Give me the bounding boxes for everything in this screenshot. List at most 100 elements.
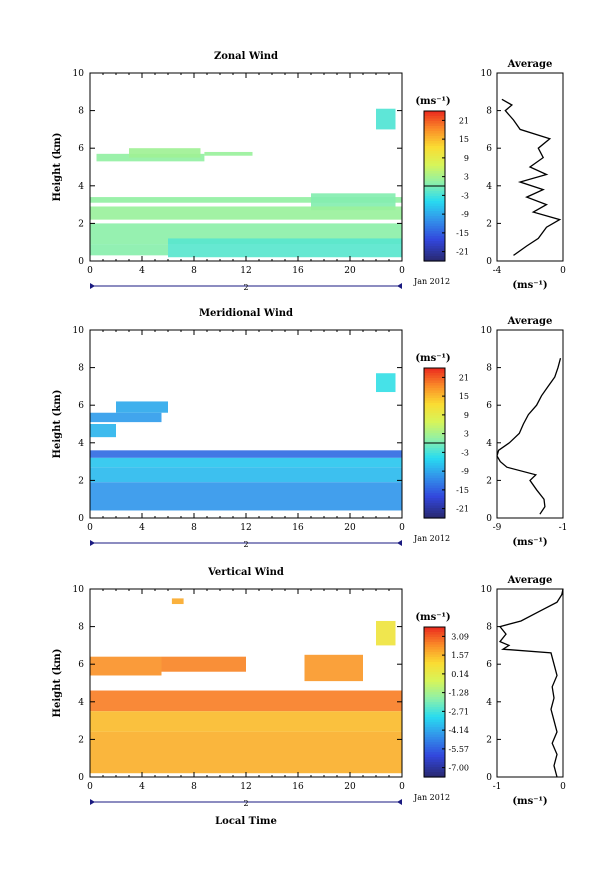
colorbar-segment (424, 438, 445, 442)
colorbar-segment (424, 659, 445, 663)
colorbar-segment (424, 380, 445, 384)
colorbar-segment (424, 754, 445, 758)
colorbar-segment (424, 505, 445, 509)
colorbar-segment (424, 483, 445, 487)
colorbar-segment (424, 458, 445, 462)
colorbar-segment (424, 156, 445, 160)
colorbar-segment (424, 450, 445, 454)
colorbar-segment (424, 403, 445, 407)
colorbar-segment (424, 166, 445, 170)
colorbar-tick-label: 21 (459, 373, 469, 382)
colorbar-segment (424, 508, 445, 512)
colorbar-segment (424, 388, 445, 392)
heatmap-region (90, 457, 402, 468)
colorbar-segment (424, 148, 445, 152)
day-label: 2 (243, 540, 248, 549)
day-arrow-right (397, 283, 402, 289)
average-y-tick-label: 4 (486, 439, 492, 449)
colorbar-segment (424, 772, 445, 776)
average-profile-line (496, 358, 562, 515)
day-arrow-left (90, 540, 95, 546)
colorbar-segment (424, 161, 445, 165)
colorbar-segment (424, 692, 445, 696)
colorbar-tick-label: 1.57 (451, 651, 469, 660)
colorbar-segment (424, 639, 445, 643)
colorbar-segment (424, 774, 445, 778)
colorbar-segment (424, 183, 445, 187)
colorbar-tick-label: -3 (461, 191, 469, 200)
heatmap-region (376, 373, 396, 393)
colorbar-segment (424, 460, 445, 464)
x-tick-label: 12 (240, 782, 251, 792)
colorbar-segment (424, 390, 445, 394)
y-tick-label: 2 (78, 219, 84, 229)
colorbar-unit: (ms⁻¹) (415, 96, 450, 107)
colorbar-segment (424, 455, 445, 459)
colorbar-segment (424, 752, 445, 756)
average-y-tick-label: 4 (486, 698, 492, 708)
colorbar-segment (424, 644, 445, 648)
average-y-tick-label: 2 (486, 219, 492, 229)
colorbar-segment (424, 136, 445, 140)
average-y-tick-label: 4 (486, 182, 492, 192)
average-x-tick-label: -4 (493, 266, 502, 276)
colorbar-segment (424, 513, 445, 517)
colorbar-segment (424, 490, 445, 494)
colorbar-frame (423, 626, 446, 778)
colorbar-tick-label: -9 (461, 467, 469, 476)
colorbar-segment (424, 679, 445, 683)
colorbar-tick-label: 3.09 (451, 632, 469, 641)
colorbar-segment (424, 689, 445, 693)
colorbar-segment (424, 463, 445, 467)
colorbar-segment (424, 196, 445, 200)
average-x-label: (ms⁻¹) (512, 796, 547, 807)
colorbar-segment (424, 503, 445, 507)
colorbar-segment (424, 729, 445, 733)
colorbar-segment (424, 158, 445, 162)
heatmap-region (161, 656, 246, 672)
colorbar-segment (424, 667, 445, 671)
y-tick-label: 8 (78, 364, 84, 374)
heatmap-region (376, 108, 396, 130)
y-tick-label: 0 (78, 257, 84, 267)
average-y-tick-label: 0 (486, 514, 492, 524)
colorbar-segment (424, 368, 445, 372)
colorbar-segment (424, 138, 445, 142)
colorbar-segment (424, 226, 445, 230)
colorbar-segment (424, 203, 445, 207)
colorbar-tick-label: -7.00 (448, 764, 469, 773)
average-y-tick-label: 10 (481, 326, 493, 336)
panel-title: Zonal Wind (214, 51, 278, 62)
colorbar-segment (424, 188, 445, 192)
colorbar-tick-label: 3 (464, 430, 469, 439)
colorbar-segment (424, 470, 445, 474)
colorbar-segment (424, 727, 445, 731)
x-tick-label: 0 (87, 782, 93, 792)
colorbar-segment (424, 373, 445, 377)
heatmap-region (90, 197, 402, 203)
colorbar-segment (424, 193, 445, 197)
colorbar-segment (424, 181, 445, 185)
colorbar-segment (424, 176, 445, 180)
heatmap-region (171, 598, 184, 605)
colorbar-segment (424, 443, 445, 447)
y-tick-label: 8 (78, 623, 84, 633)
colorbar-segment (424, 744, 445, 748)
colorbar-segment (424, 719, 445, 723)
colorbar-tick-label: 21 (459, 116, 469, 125)
x-tick-label: 20 (344, 523, 356, 533)
colorbar-tick-label: -15 (456, 486, 469, 495)
average-y-tick-label: 6 (486, 144, 492, 154)
colorbar-tick-label: -21 (456, 505, 469, 514)
colorbar-segment (424, 468, 445, 472)
colorbar-segment (424, 732, 445, 736)
colorbar-segment (424, 400, 445, 404)
average-y-tick-label: 10 (481, 69, 493, 79)
colorbar-segment (424, 168, 445, 172)
colorbar-segment (424, 707, 445, 711)
y-tick-label: 6 (78, 144, 84, 154)
colorbar-segment (424, 173, 445, 177)
colorbar-segment (424, 717, 445, 721)
colorbar-segment (424, 116, 445, 120)
colorbar-segment (424, 498, 445, 502)
